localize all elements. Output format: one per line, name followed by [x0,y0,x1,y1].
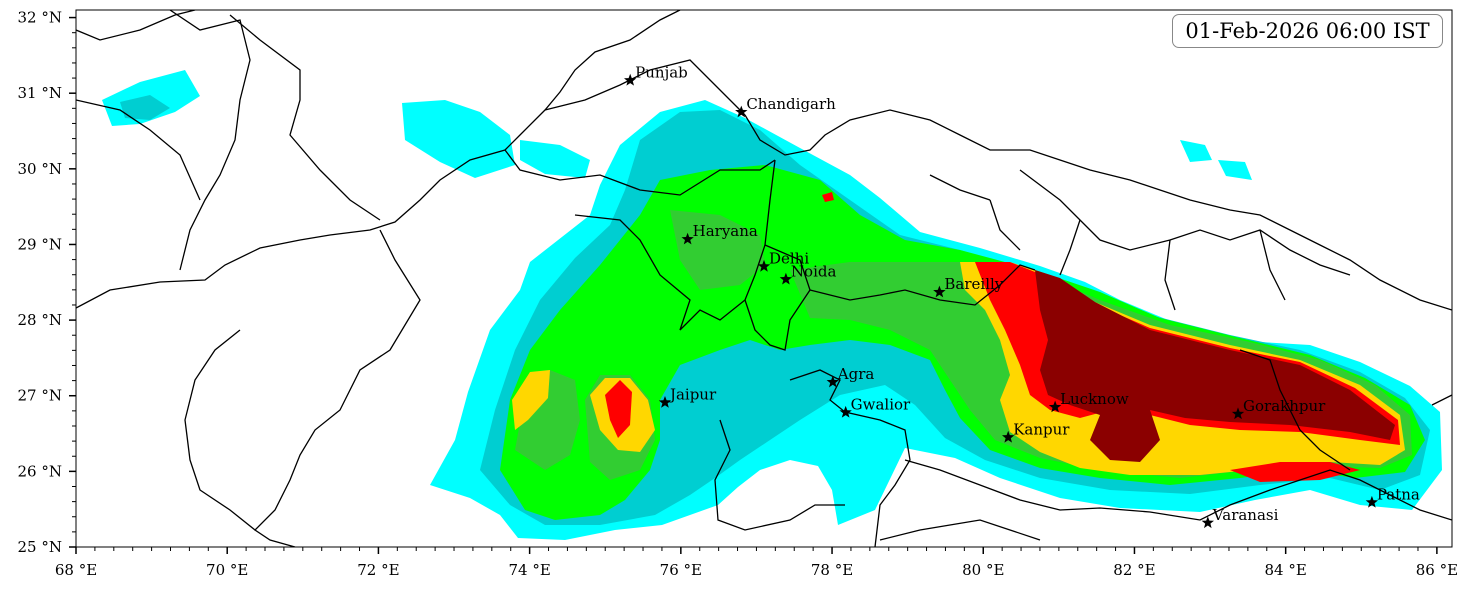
shading-level5 [512,370,550,430]
city-star-icon [839,405,852,418]
lat-tick-label: 29 °N [18,235,62,253]
lon-tick-label: 76 °E [660,561,702,579]
international-border [76,10,681,309]
city-label: Agra [837,365,875,383]
state-border [744,109,1452,311]
city-label: Noida [791,262,837,280]
city-star-icon [1201,516,1214,529]
state-border [904,459,1452,521]
city-star-icon [1365,495,1378,508]
axis-ticks: 68 °E 70 °E 72 °E 74 °E 76 °E 78 °E 80 °E 82 °E… [18,9,1459,579]
lon-tick-label: 68 °E [55,561,97,579]
city-label: Jaipur [668,386,717,404]
shading-level6 [1230,462,1360,482]
state-border [879,519,1041,541]
district-border [1059,219,1081,276]
state-border [809,264,1036,306]
lon-tick-label: 74 °E [508,561,550,579]
province-border [76,99,201,201]
lat-tick-label: 26 °N [18,462,62,480]
province-border [184,329,256,531]
city-label: Punjab [635,63,688,81]
city-star-icon [826,375,839,388]
city-star-icon [1048,400,1062,413]
lat-tick-label: 30 °N [18,160,62,178]
shading-level1 [1180,140,1212,162]
shading-level7 [1035,270,1395,462]
state-border [744,244,811,351]
district-border [1019,169,1351,276]
district-border [1259,229,1286,301]
city-label: Haryana [693,222,758,240]
state-border [1239,349,1351,471]
province-border [229,14,381,221]
lon-tick-label: 84 °E [1265,561,1307,579]
city-star-icon [933,285,946,298]
shading-level6 [605,380,632,438]
district-border [929,174,991,201]
timestamp-label: 01-Feb-2026 06:00 IST [1172,14,1443,48]
lon-tick-label: 82 °E [1113,561,1155,579]
shading-level4 [670,210,765,290]
state-border [544,59,746,116]
lat-tick-label: 27 °N [18,387,62,405]
lat-tick-label: 32 °N [18,9,62,27]
city-star-icon [658,396,672,408]
boundary-lines [76,10,1452,547]
lat-tick-label: 28 °N [18,311,62,329]
state-border [1431,394,1452,406]
city-label: Gorakhpur [1243,397,1326,415]
shading-level1 [402,100,515,178]
province-border [169,10,251,271]
city-label: Kanpur [1013,420,1070,438]
state-border [789,369,911,547]
state-border [714,419,845,531]
city-label: Lucknow [1060,390,1129,408]
shading-level1 [1218,160,1252,180]
lon-tick-label: 72 °E [357,561,399,579]
lon-tick-label: 86 °E [1416,561,1458,579]
city-star-icon [1231,407,1245,420]
city-label: Gwalior [851,395,911,413]
lon-tick-label: 70 °E [206,561,248,579]
lat-tick-label: 25 °N [18,538,62,556]
city-label: Bareilly [944,275,1003,293]
city-star-icon [779,272,793,285]
city-star-icon [735,105,748,118]
international-border [76,10,196,41]
shading-level6 [822,192,834,202]
city-label: Varanasi [1212,506,1279,524]
city-label: Delhi [769,249,809,267]
lon-tick-label: 80 °E [962,561,1004,579]
precipitation-shading [102,70,1442,540]
shading-level2 [120,95,170,120]
lon-tick-label: 78 °E [811,561,853,579]
district-border [989,199,1021,251]
district-border [1164,239,1176,311]
state-border [504,149,776,196]
province-border [253,229,421,547]
city-label: Chandigarh [746,95,836,113]
city-star-icon [624,73,637,86]
city-star-icon [757,259,771,272]
city-star-icon [1002,430,1015,443]
city-label: Patna [1377,485,1420,503]
city-star-icon [681,232,694,245]
plot-frame [75,9,1453,548]
shading-level1 [520,140,590,178]
lat-tick-label: 31 °N [18,84,62,102]
